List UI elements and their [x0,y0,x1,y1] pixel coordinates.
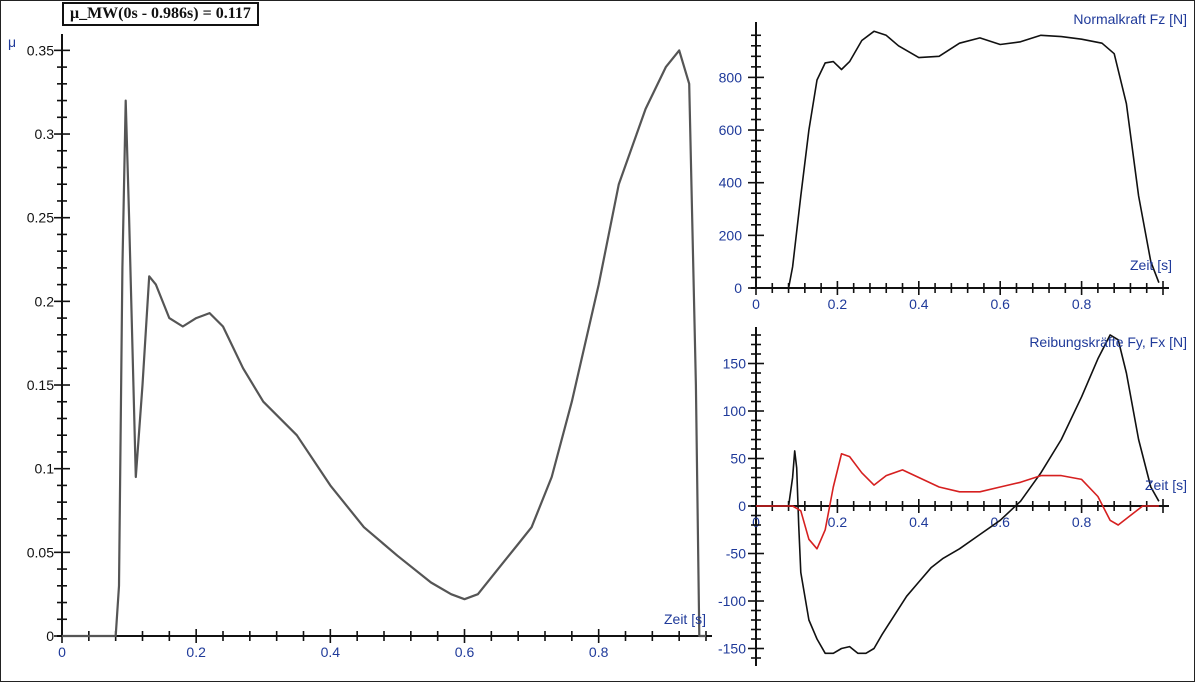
normalkraft-chart-y-tick-label: 200 [719,227,743,243]
normalkraft-chart-y-tick-label: 400 [719,175,743,191]
normalkraft-chart-series-line-0 [787,30,1160,289]
mu-chart-x-tick-label: 0 [58,644,66,660]
mu-chart-x-tick-label: 0.6 [455,644,475,660]
mu-chart-y-tick-label: 0.05 [27,544,54,560]
reibungskraefte-chart-x-tick-label: 0.2 [828,514,848,530]
mu-chart-y-tick-label: 0.1 [35,461,55,477]
reibungskraefte-chart-x-tick-label: 0.8 [1072,514,1092,530]
normalkraft-chart-title: Normalkraft Fz [N] [1073,11,1187,27]
reibungskraefte-chart-y-tick-label: 50 [730,451,746,467]
mu-chart-x-tick-label: 0.2 [186,644,206,660]
normalkraft-chart-x-axis-label: Zeit [s] [1130,257,1172,273]
reibungskraefte-chart-y-tick-label: 150 [723,356,747,372]
reibungskraefte-chart-series-line-0 [787,334,1160,655]
reibungskraefte-chart-series-line-1 [756,453,1159,550]
reibungskraefte-chart-x-tick-label: 0 [752,514,760,530]
reibungskraefte-chart-title: Reibungskräfte Fy, Fx [N] [1029,334,1187,350]
mean-value-annotation: μ_MW(0s - 0.986s) = 0.117 [62,2,259,26]
mu-chart-y-tick-label: 0.25 [27,210,54,226]
mu-chart-y-tick-label: 0 [46,628,54,644]
reibungskraefte-chart-y-tick-label: -150 [718,641,746,657]
reibungskraefte-chart-y-tick-label: -100 [718,593,746,609]
reibungskraefte-chart-x-tick-label: 0.6 [990,514,1010,530]
mu-chart-y-tick-label: 0.3 [35,126,55,142]
normalkraft-chart-x-tick-label: 0 [752,296,760,312]
reibungskraefte-chart-y-tick-label: 100 [723,403,747,419]
normalkraft-chart-x-tick-label: 0.6 [990,296,1010,312]
normalkraft-chart-x-tick-label: 0.2 [828,296,848,312]
reibungskraefte-chart-x-tick-label: 0.4 [909,514,929,530]
normalkraft-chart-x-tick-label: 0.4 [909,296,929,312]
reibungskraefte-chart-x-axis-label: Zeit [s] [1145,477,1187,493]
reibungskraefte-chart-y-tick-label: 0 [738,498,746,514]
normalkraft-chart-y-tick-label: 800 [719,69,743,85]
mu-chart-y-tick-label: 0.35 [27,42,54,58]
mu-chart-series-line-0 [62,49,706,638]
normalkraft-chart-x-tick-label: 0.8 [1072,296,1092,312]
mu-chart-y-tick-label: 0.15 [27,377,54,393]
normalkraft-chart-y-tick-label: 0 [734,280,742,296]
reibungskraefte-chart-y-tick-label: -50 [726,546,746,562]
mu-chart-x-tick-label: 0.8 [589,644,609,660]
normalkraft-chart-y-tick-label: 600 [719,122,743,138]
mu-chart-y-tick-label: 0.2 [35,293,55,309]
mu-chart-x-axis-label: Zeit [s] [664,611,706,627]
mu-chart-x-tick-label: 0.4 [321,644,341,660]
mu-chart-y-axis-label: μ [8,34,16,50]
